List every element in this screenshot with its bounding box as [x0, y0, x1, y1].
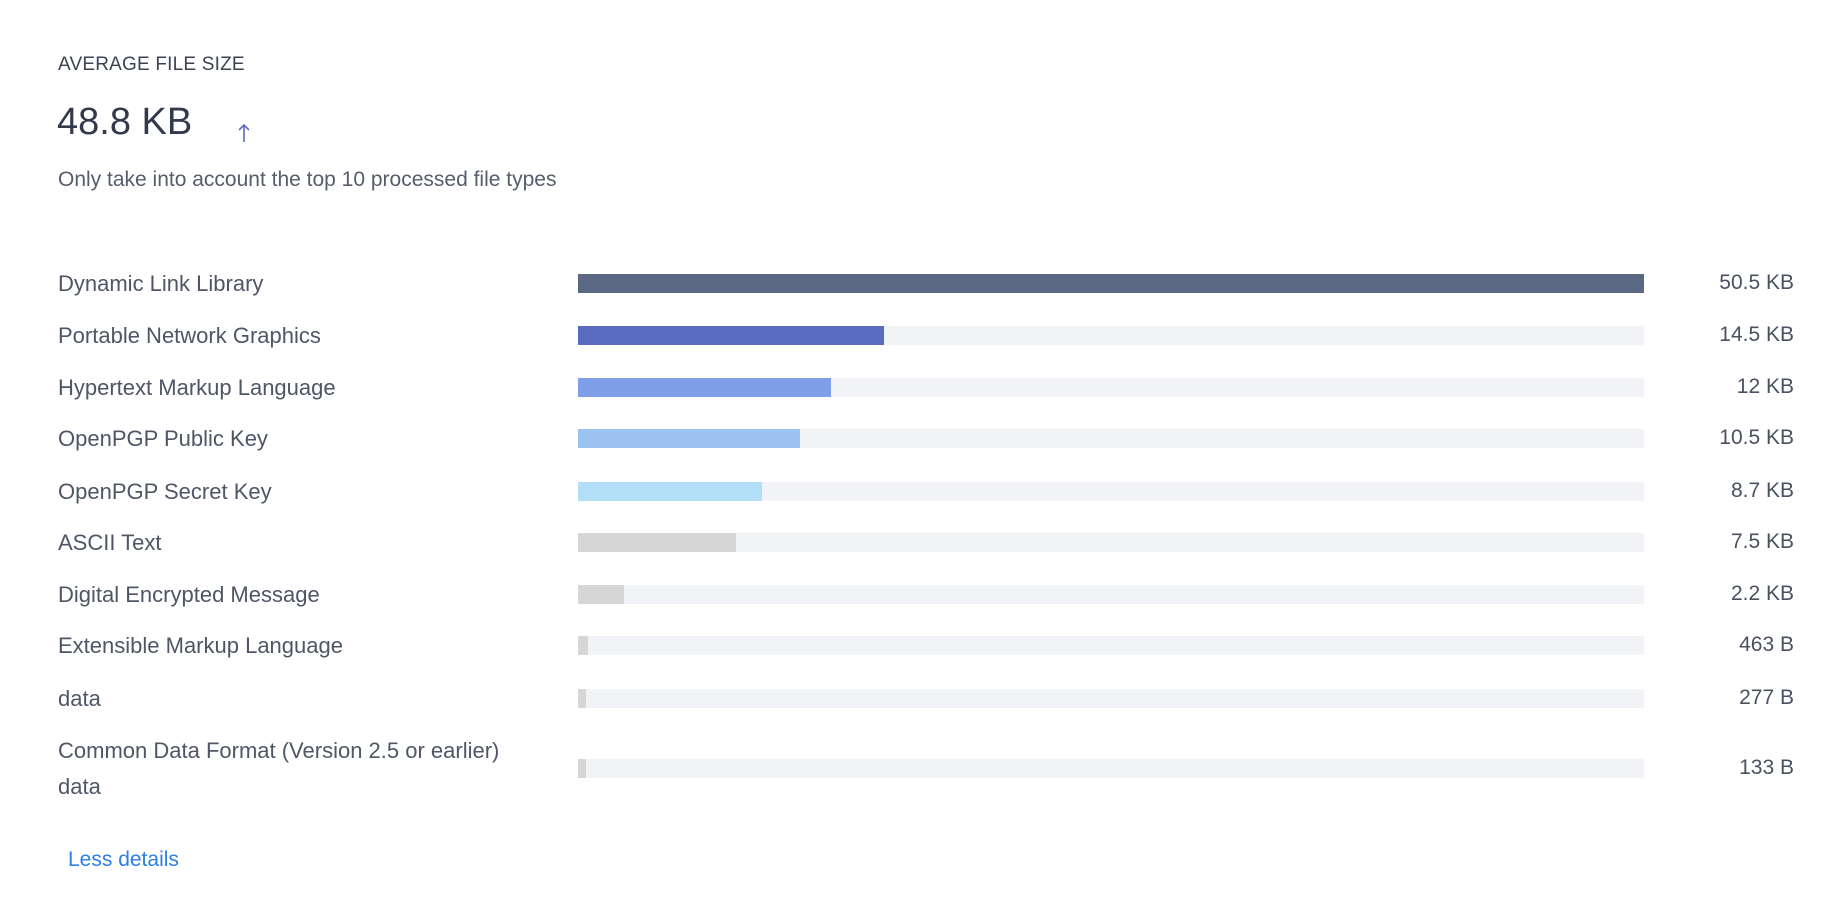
- bar-track: [578, 759, 1644, 778]
- bar-value-label: 14.5 KB: [1719, 323, 1794, 346]
- bar: [578, 274, 1644, 293]
- arrow-up-icon: [238, 123, 250, 142]
- bar-value-label: 2.2 KB: [1730, 582, 1794, 605]
- bar: [578, 636, 588, 655]
- bar-track: [578, 482, 1644, 501]
- bar-value-label: 10.5 KB: [1719, 426, 1794, 449]
- bar-track: [578, 326, 1644, 345]
- bar-label: Portable Network Graphics: [58, 323, 321, 348]
- bar-value-label: 50.5 KB: [1719, 271, 1794, 294]
- bar-value-label: 8.7 KB: [1730, 479, 1794, 502]
- bar-label: data: [58, 686, 101, 711]
- bar-track: [578, 689, 1644, 708]
- bar-label: OpenPGP Public Key: [58, 426, 268, 451]
- bar-label: Digital Encrypted Message: [58, 582, 320, 607]
- bar-label: Hypertext Markup Language: [58, 375, 336, 400]
- bar: [578, 326, 885, 345]
- bar-value-label: 7.5 KB: [1730, 530, 1794, 553]
- card-title: AVERAGE FILE SIZE: [58, 54, 245, 75]
- bar: [578, 533, 737, 552]
- bar-track: [578, 429, 1644, 448]
- bar: [578, 482, 762, 501]
- bar: [578, 759, 586, 778]
- chart-note: Only take into account the top 10 proces…: [58, 168, 557, 191]
- bar: [578, 689, 586, 708]
- bar-label: Common Data Format (Version 2.5 or earli…: [58, 738, 500, 799]
- bar-value-label: 277 B: [1739, 686, 1794, 709]
- bar: [578, 585, 625, 604]
- average-file-size-value: 48.8 KB: [57, 101, 193, 143]
- bar-value-label: 463 B: [1739, 633, 1794, 656]
- less-details-link[interactable]: Less details: [68, 848, 179, 871]
- bar-label: Extensible Markup Language: [58, 633, 343, 658]
- bar-label: ASCII Text: [58, 530, 162, 555]
- bar-value-label: 12 KB: [1736, 375, 1794, 398]
- bar-track: [578, 585, 1644, 604]
- bar-track: [578, 378, 1644, 397]
- bar-label: Dynamic Link Library: [58, 271, 264, 296]
- bar-label: OpenPGP Secret Key: [58, 479, 272, 504]
- bar: [578, 429, 800, 448]
- bar: [578, 378, 832, 397]
- bar-track: [578, 636, 1644, 655]
- bar-track: [578, 274, 1644, 293]
- bar-track: [578, 533, 1644, 552]
- bar-value-label: 133 B: [1739, 756, 1794, 779]
